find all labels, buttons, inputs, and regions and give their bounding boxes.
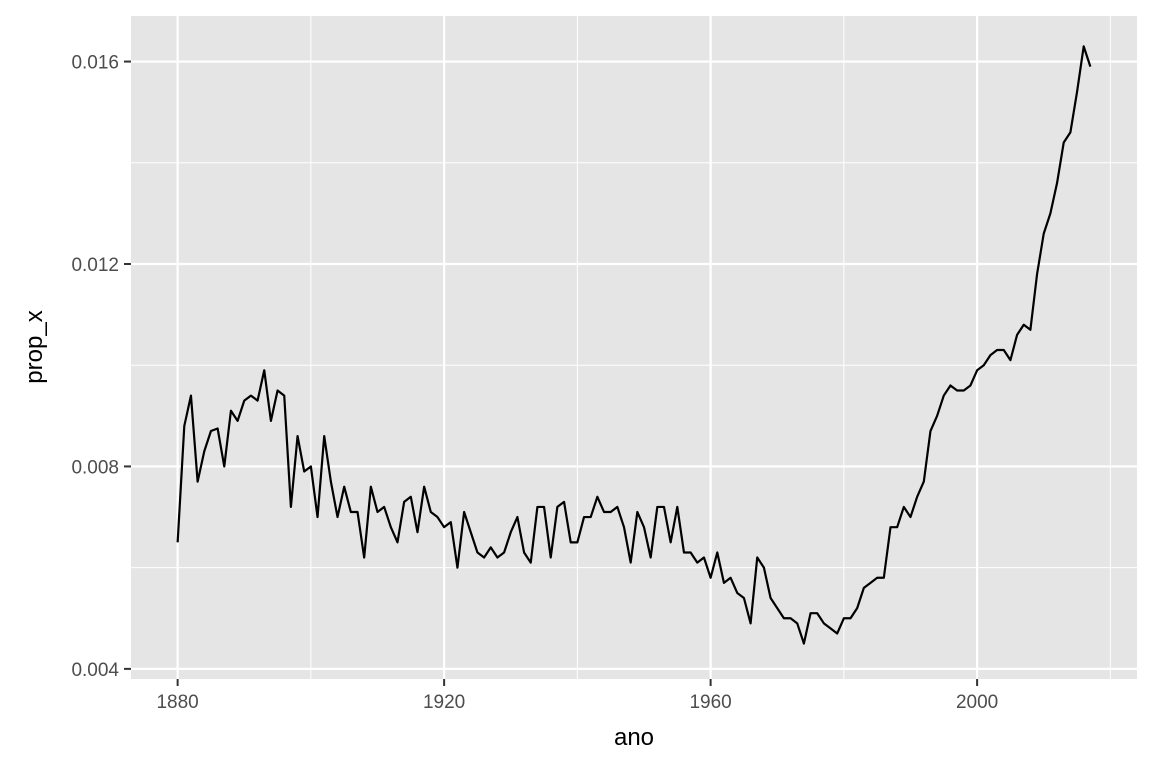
y-tick-label: 0.012 — [71, 255, 119, 276]
x-tick-label: 1880 — [156, 692, 198, 713]
x-tick-label: 2000 — [956, 692, 998, 713]
y-axis-title: prop_x — [21, 310, 48, 383]
series-line — [176, 45, 1092, 645]
plot-panel — [131, 16, 1137, 679]
x-tick-label: 1960 — [689, 692, 731, 713]
y-tick-label: 0.016 — [71, 53, 119, 74]
y-tick-label: 0.004 — [71, 660, 119, 681]
y-tick-label: 0.008 — [71, 457, 119, 478]
x-axis: 1880 1920 1960 2000 — [156, 679, 998, 713]
x-tick-label: 1920 — [423, 692, 465, 713]
series-layer — [176, 45, 1092, 645]
minor-gridlines — [131, 16, 1137, 679]
major-gridlines — [131, 16, 1137, 679]
x-axis-title: ano — [614, 724, 654, 751]
y-axis: 0.004 0.008 0.012 0.016 — [71, 53, 131, 681]
